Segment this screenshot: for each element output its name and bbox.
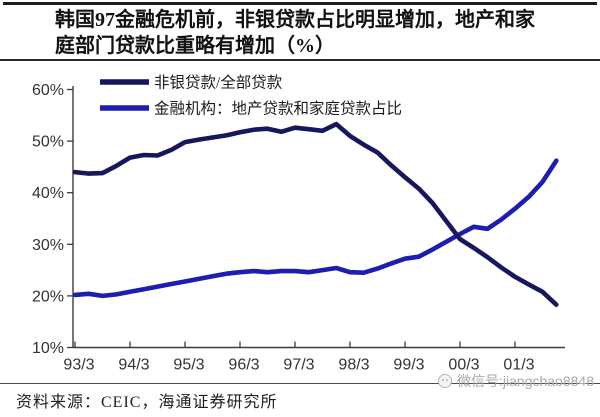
y-tick-label: 10% (32, 340, 64, 357)
y-tick-label: 60% (32, 82, 64, 99)
series-line-0 (72, 121, 559, 307)
title-divider (0, 59, 600, 61)
wechat-icon (438, 374, 453, 388)
legend-label-0: 非银贷款/全部贷款 (154, 74, 283, 92)
y-tick-label: 30% (32, 237, 64, 254)
y-tick-label: 40% (32, 185, 64, 202)
x-tick-label: 95/3 (173, 357, 204, 374)
chart-title-line-2: 庭部门贷款比重略有增加（%） (55, 35, 335, 57)
x-tick-label: 01/3 (503, 357, 534, 374)
legend-label-1: 金融机构：地产贷款和家庭贷款占比 (154, 100, 402, 118)
x-tick-label: 94/3 (118, 357, 149, 374)
footer-divider (0, 383, 600, 384)
y-tick-label: 50% (32, 134, 64, 151)
x-tick-label: 99/3 (393, 357, 424, 374)
x-tick-label: 93/3 (63, 357, 94, 374)
chart-title: 韩国97金融危机前，非银贷款占比明显增加，地产和家 庭部门贷款比重略有增加（%） (55, 7, 578, 59)
watermark-text: 微信号:jiangchao8848 (457, 373, 594, 389)
line-chart: 60% 50% 40% 30% 20% 10%93/3 94/3 95/3 96/3 97/3 98… (32, 74, 565, 374)
y-tick-label: 20% (32, 288, 64, 305)
series-line-1 (72, 158, 559, 299)
chart-title-line-1: 韩国97金融危机前，非银贷款占比明显增加，地产和家 (55, 9, 535, 31)
source-note: 资料来源：CEIC，海通证券研究所 (16, 394, 278, 411)
watermark: 微信号:jiangchao8848 (438, 371, 594, 391)
x-tick-label: 97/3 (283, 357, 314, 374)
x-tick-label: 98/3 (338, 357, 369, 374)
x-tick-label: 00/3 (448, 357, 479, 374)
x-tick-label: 96/3 (228, 357, 259, 374)
top-rule (3, 2, 597, 5)
